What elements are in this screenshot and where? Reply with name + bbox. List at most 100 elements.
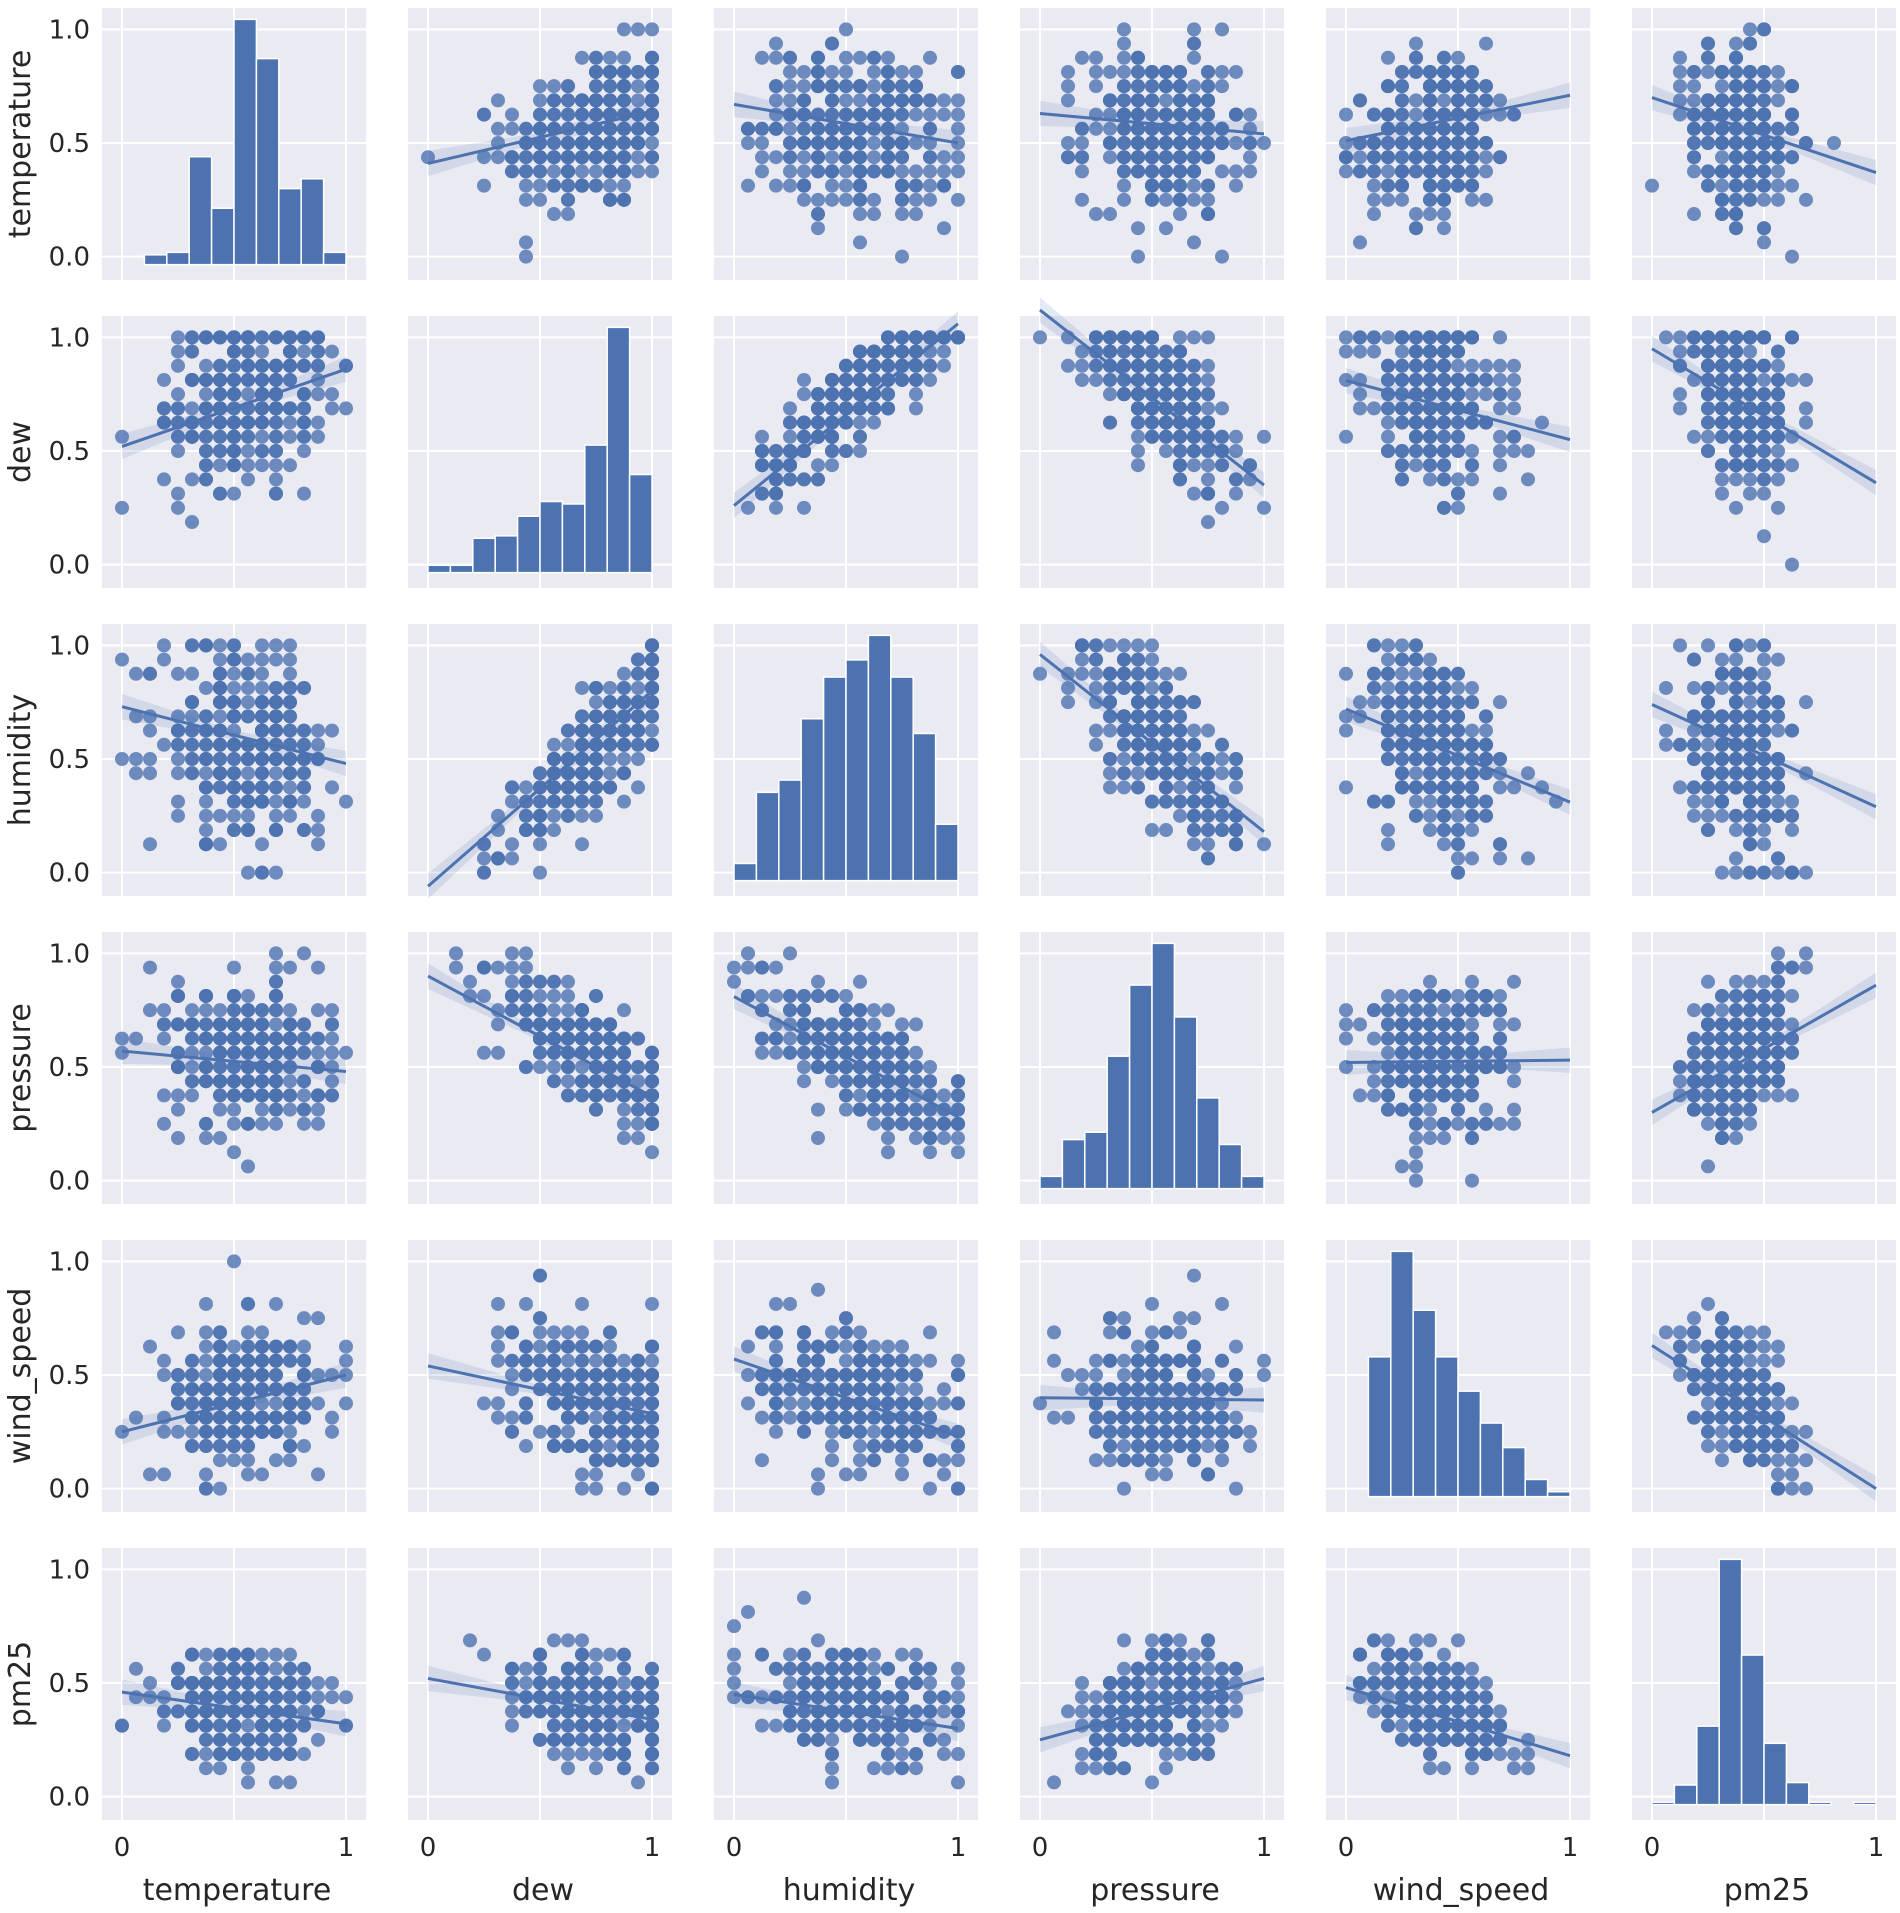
scatter-point xyxy=(241,344,255,359)
scatter-point xyxy=(1701,695,1715,710)
scatter-point xyxy=(283,766,297,781)
scatter-point xyxy=(617,79,631,94)
scatter-point xyxy=(1089,79,1103,94)
scatter-point xyxy=(213,837,227,852)
scatter-point xyxy=(227,695,241,710)
scatter-point xyxy=(631,136,645,150)
scatter-point xyxy=(1757,93,1771,108)
scatter-point xyxy=(241,709,255,724)
scatter-point xyxy=(269,1017,283,1032)
scatter-point xyxy=(617,136,631,150)
scatter-point xyxy=(853,79,867,94)
scatter-point xyxy=(1701,164,1715,179)
scatter-point xyxy=(1423,680,1437,695)
scatter-point xyxy=(1701,680,1715,695)
scatter-point xyxy=(1743,780,1757,795)
scatter-point xyxy=(1687,680,1701,695)
scatter-point xyxy=(811,64,825,79)
scatter-point xyxy=(825,387,839,402)
scatter-point xyxy=(1089,680,1103,695)
scatter-point xyxy=(199,766,213,781)
scatter-point xyxy=(1131,695,1145,710)
scatter-point xyxy=(1785,823,1799,838)
scatter-point xyxy=(1479,737,1493,752)
scatter-point xyxy=(1715,107,1729,122)
scatter-point xyxy=(199,1131,213,1146)
scatter-point xyxy=(1089,723,1103,738)
scatter-point xyxy=(241,652,255,667)
hist-bar xyxy=(778,779,802,882)
scatter-point xyxy=(1381,444,1395,458)
scatter-point xyxy=(1465,387,1479,402)
scatter-point xyxy=(311,358,325,373)
scatter-point xyxy=(1353,150,1367,165)
scatter-point xyxy=(1353,387,1367,402)
scatter-point xyxy=(171,1102,185,1117)
scatter-point xyxy=(227,780,241,795)
scatter-point xyxy=(1145,429,1159,444)
scatter-point xyxy=(839,150,853,165)
hist-bar xyxy=(472,537,496,574)
scatter-point xyxy=(1771,458,1785,473)
scatter-point xyxy=(1215,823,1229,838)
scatter-point xyxy=(1701,330,1715,345)
scatter-point xyxy=(1785,865,1799,880)
scatter-point xyxy=(1437,192,1451,207)
scatter-point xyxy=(477,851,491,866)
scatter-point xyxy=(1367,136,1381,150)
scatter-point xyxy=(1201,723,1215,738)
scatter-point xyxy=(1465,823,1479,838)
scatter-point xyxy=(1715,136,1729,150)
scatter-point xyxy=(1423,150,1437,165)
scatter-point xyxy=(1381,695,1395,710)
scatter-point xyxy=(1757,164,1771,179)
hist-bar xyxy=(890,676,914,882)
scatter-point xyxy=(631,666,645,681)
scatter-point xyxy=(1757,444,1771,458)
scatter-point xyxy=(741,500,755,515)
scatter-point xyxy=(1173,150,1187,165)
scatter-point xyxy=(519,823,533,838)
scatter-point xyxy=(227,960,241,975)
scatter-point xyxy=(297,1017,311,1032)
scatter-point xyxy=(213,737,227,752)
scatter-point xyxy=(769,50,783,65)
scatter-point xyxy=(1757,680,1771,695)
scatter-point xyxy=(1785,808,1799,823)
scatter-point xyxy=(157,638,171,653)
scatter-point xyxy=(255,652,269,667)
y-tick-label: 0.5 xyxy=(49,437,90,467)
scatter-point xyxy=(477,178,491,193)
scatter-point xyxy=(1131,221,1145,236)
scatter-point xyxy=(561,794,575,809)
scatter-point xyxy=(1395,344,1409,359)
scatter-point xyxy=(241,358,255,373)
scatter-point xyxy=(325,1017,339,1032)
scatter-point xyxy=(1451,837,1465,852)
scatter-point xyxy=(1131,50,1145,65)
scatter-point xyxy=(575,178,589,193)
scatter-point xyxy=(547,207,561,222)
scatter-point xyxy=(589,50,603,65)
scatter-point xyxy=(1729,652,1743,667)
scatter-point xyxy=(561,723,575,738)
scatter-point xyxy=(867,372,881,387)
scatter-point xyxy=(1103,752,1117,766)
scatter-point xyxy=(645,723,659,738)
scatter-point xyxy=(283,780,297,795)
scatter-point xyxy=(1409,64,1423,79)
scatter-point xyxy=(1701,737,1715,752)
scatter-point xyxy=(1229,780,1243,795)
scatter-point xyxy=(1173,780,1187,795)
scatter-point xyxy=(839,93,853,108)
scatter-point xyxy=(311,330,325,345)
scatter-point xyxy=(1757,64,1771,79)
scatter-point xyxy=(631,780,645,795)
scatter-point xyxy=(269,974,283,989)
scatter-point xyxy=(1771,121,1785,136)
scatter-point xyxy=(1381,680,1395,695)
scatter-point xyxy=(213,1131,227,1146)
scatter-point xyxy=(603,93,617,108)
scatter-point xyxy=(769,150,783,165)
hist-bar xyxy=(822,676,847,882)
